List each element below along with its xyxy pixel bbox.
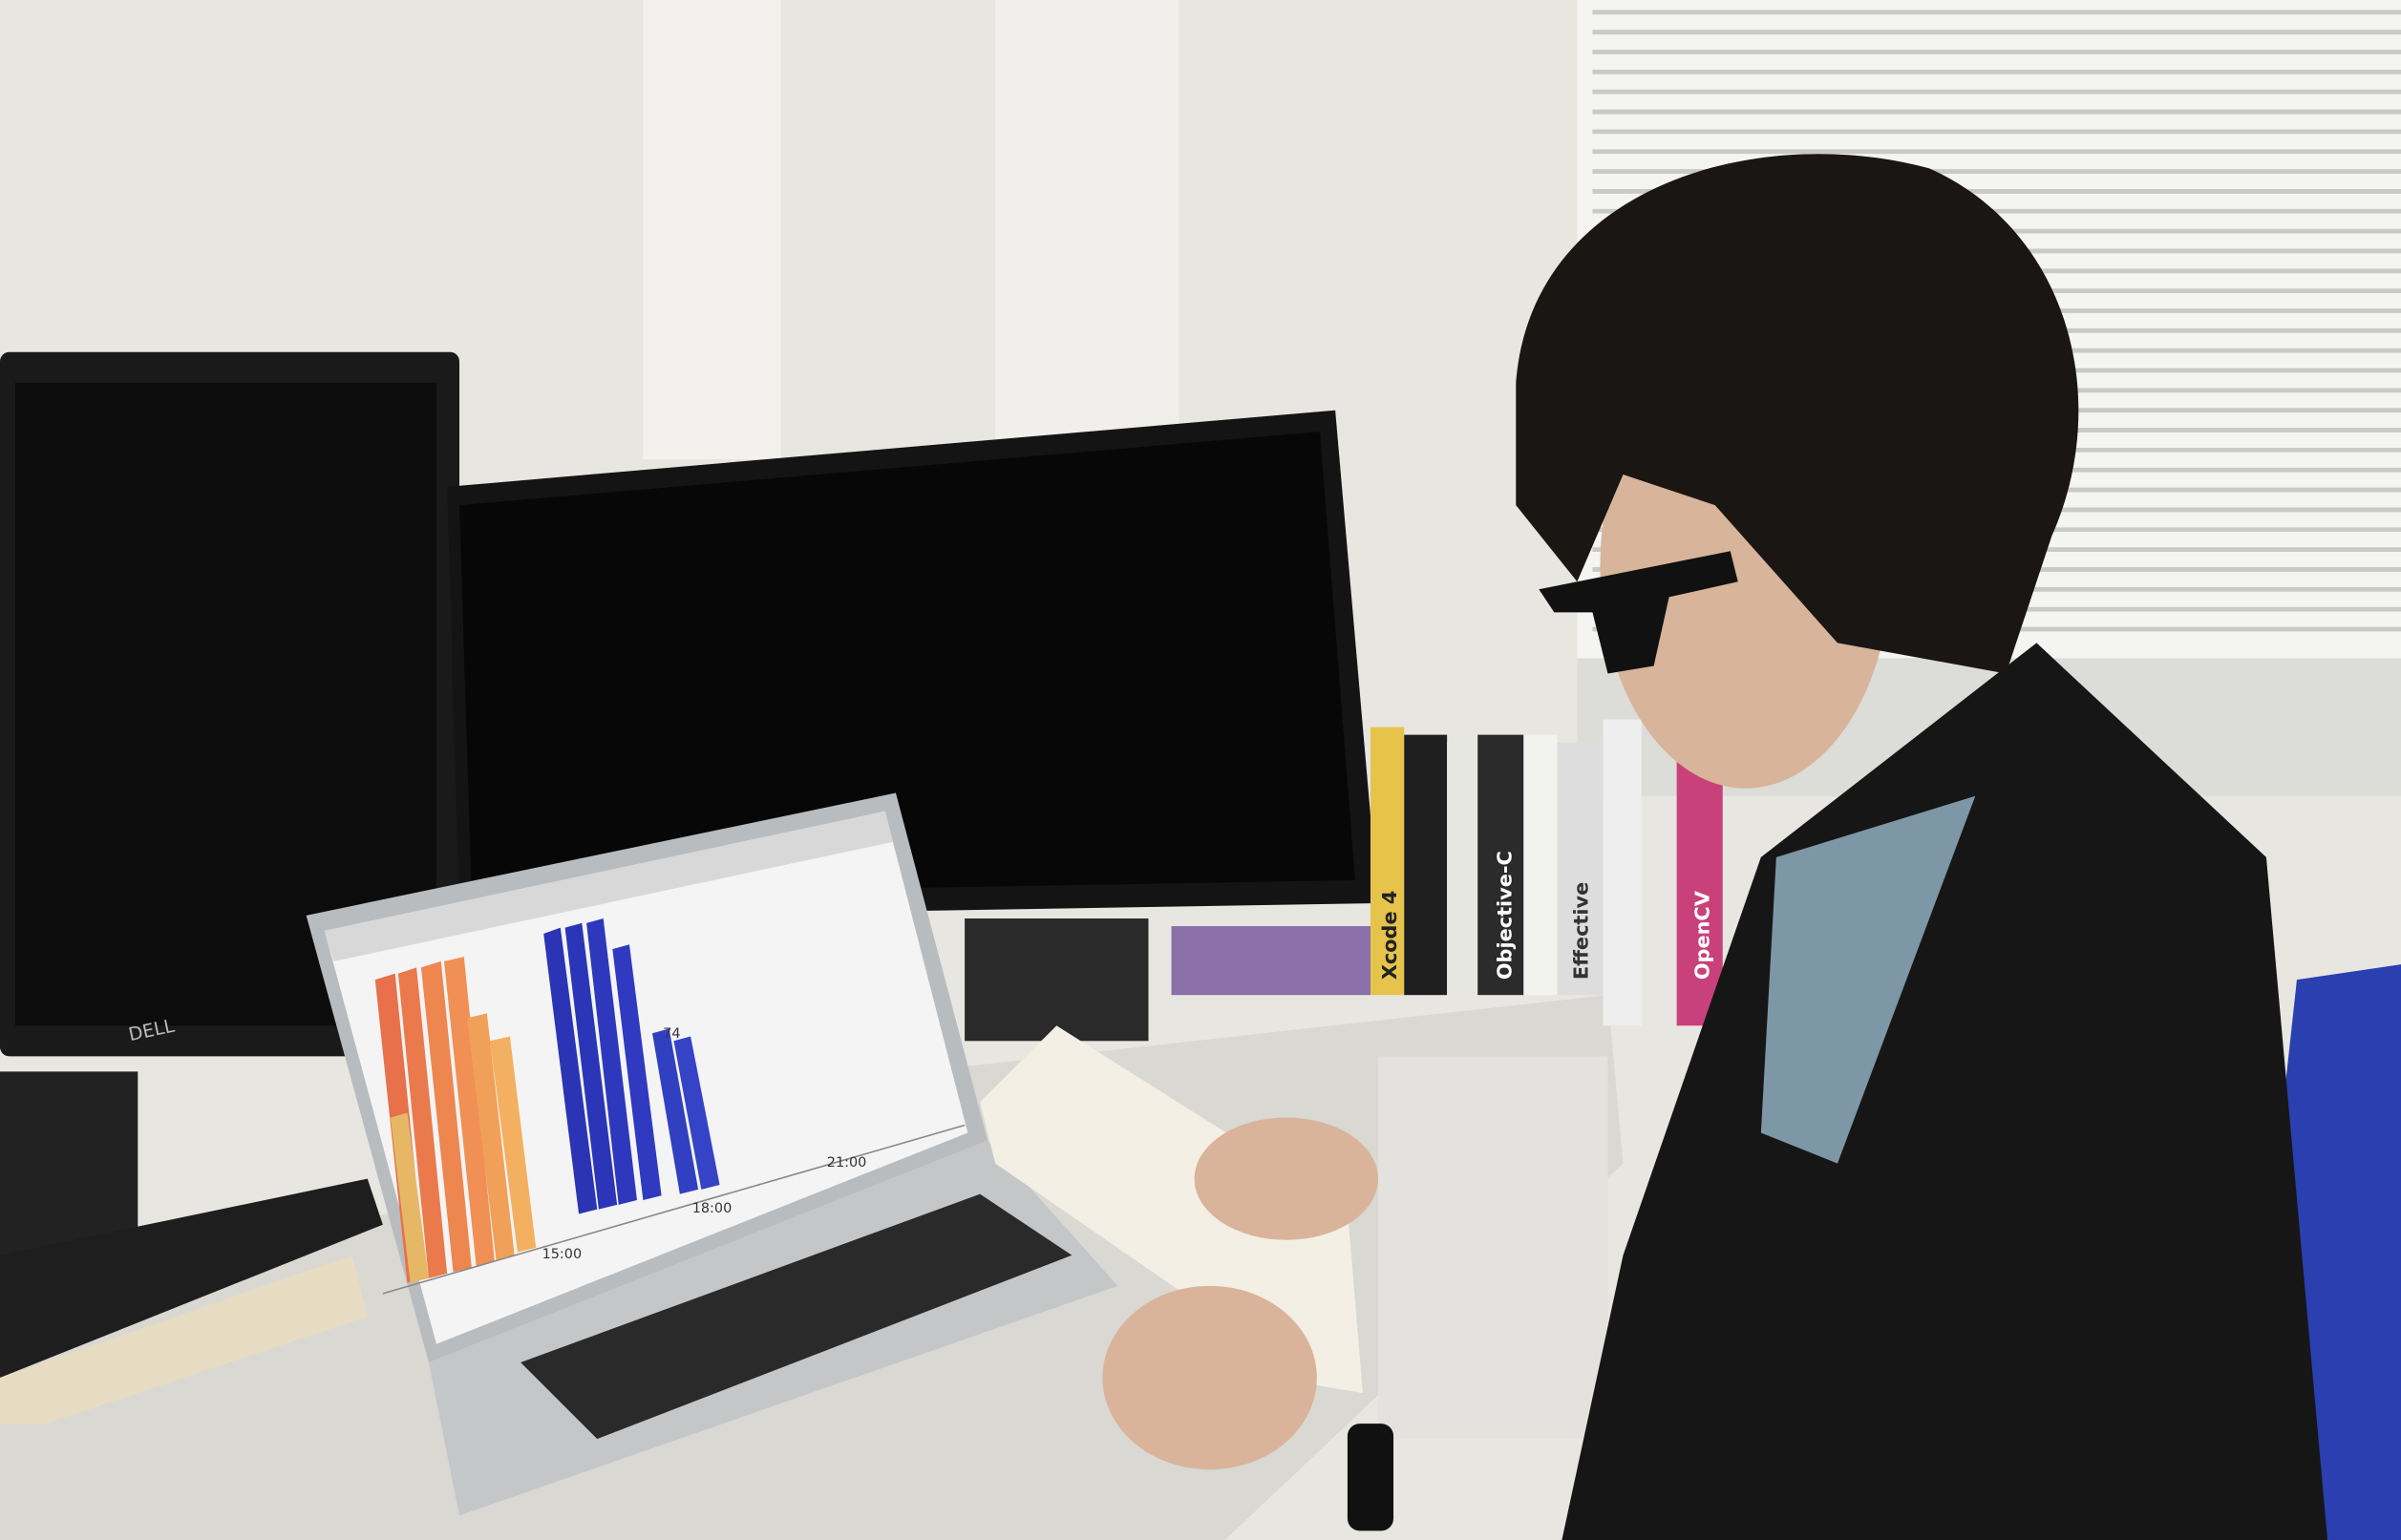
center-monitor-stand bbox=[965, 918, 1149, 1042]
bar bbox=[652, 1028, 699, 1194]
bar bbox=[397, 967, 448, 1278]
bar bbox=[673, 1036, 720, 1190]
jacket bbox=[1562, 643, 2328, 1540]
bookshelf: Xcode 4 Objective-C Effective OpenCV bbox=[1171, 719, 1723, 1026]
bar-value-label: 74 bbox=[663, 1026, 680, 1042]
time-label: 21:00 bbox=[827, 1155, 867, 1171]
drawer-unit bbox=[1377, 1056, 1608, 1440]
book-spine: Objective-C bbox=[1493, 851, 1516, 980]
books-low bbox=[1171, 926, 1370, 996]
bar bbox=[390, 1112, 429, 1283]
screen-chart: 74 15:00 18:00 21:00 bbox=[374, 918, 966, 1295]
hair bbox=[1516, 154, 2079, 674]
keyboard bbox=[521, 1193, 1073, 1440]
book bbox=[1404, 734, 1448, 996]
book bbox=[1676, 749, 1723, 1026]
t-shirt bbox=[1760, 795, 1976, 1164]
monitor-base bbox=[0, 1178, 383, 1379]
bar bbox=[564, 922, 618, 1210]
hand bbox=[1194, 1117, 1378, 1240]
center-monitor-screen bbox=[458, 432, 1355, 896]
book bbox=[1603, 719, 1642, 1026]
hand bbox=[1102, 1285, 1317, 1470]
book bbox=[1370, 727, 1405, 996]
pillar bbox=[995, 0, 1179, 444]
bar bbox=[420, 960, 472, 1273]
book bbox=[1557, 742, 1604, 996]
book bbox=[1477, 734, 1524, 996]
bar bbox=[490, 1036, 537, 1253]
bar bbox=[612, 944, 662, 1201]
time-label: 18:00 bbox=[692, 1201, 733, 1216]
bar bbox=[586, 918, 637, 1205]
time-label: 15:00 bbox=[542, 1247, 583, 1262]
book-spine: OpenCV bbox=[1690, 890, 1713, 980]
wristband bbox=[1347, 1424, 1394, 1531]
bar bbox=[443, 957, 495, 1266]
book-spine: Effective bbox=[1570, 882, 1593, 980]
browser-bar bbox=[324, 811, 893, 961]
pipe bbox=[643, 0, 781, 460]
bar bbox=[467, 1013, 515, 1260]
glasses bbox=[1539, 551, 1738, 674]
book bbox=[1523, 734, 1558, 996]
book-on-desk bbox=[0, 1255, 368, 1424]
book bbox=[1447, 742, 1478, 996]
bar bbox=[543, 927, 598, 1214]
book-spine: Xcode 4 bbox=[1378, 891, 1401, 981]
x-axis bbox=[382, 1124, 966, 1295]
